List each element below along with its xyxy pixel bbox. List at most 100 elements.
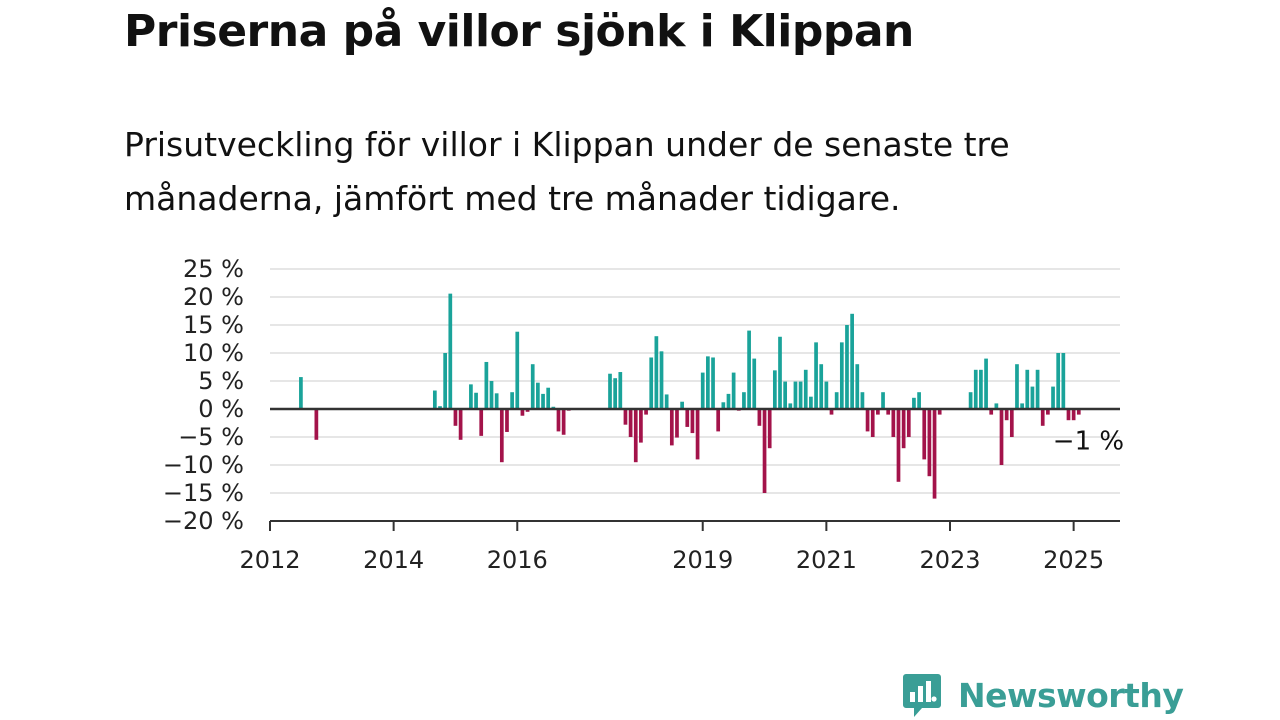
bar	[499, 409, 504, 463]
x-tick-label: 2021	[796, 546, 857, 574]
newsworthy-logo-icon	[903, 674, 941, 717]
bar	[669, 409, 674, 446]
bar	[1015, 364, 1019, 409]
bar	[824, 381, 829, 409]
bar	[644, 409, 648, 415]
bar	[968, 392, 973, 409]
bar	[530, 364, 535, 409]
y-tick-label: −15 %	[163, 479, 244, 507]
bar	[680, 401, 684, 409]
bar	[876, 409, 880, 415]
bar	[1061, 353, 1066, 409]
bar	[432, 390, 437, 409]
bar	[932, 409, 937, 499]
bar	[917, 392, 921, 409]
bar	[525, 409, 530, 412]
x-tick-label: 2012	[239, 546, 300, 574]
bar	[767, 409, 772, 449]
bar	[515, 331, 520, 409]
bar	[937, 409, 942, 415]
y-tick-label: −20 %	[163, 507, 244, 535]
bar	[778, 336, 782, 409]
bar	[747, 330, 751, 409]
bar	[731, 372, 736, 409]
x-tick-label: 2019	[672, 546, 733, 574]
bar	[901, 409, 906, 449]
bar	[891, 409, 896, 437]
y-tick-label: −5 %	[178, 423, 244, 451]
bar	[1071, 409, 1076, 421]
bar	[788, 403, 793, 409]
bar	[541, 393, 545, 409]
bar	[690, 409, 695, 434]
bar	[865, 409, 870, 432]
y-tick-label: 5 %	[198, 367, 244, 395]
bar	[448, 293, 453, 409]
bar	[896, 409, 901, 482]
bar	[793, 381, 798, 409]
bar	[314, 409, 319, 440]
chart-subtitle: Prisutveckling för villor i Klippan unde…	[124, 125, 1010, 218]
bar	[752, 358, 757, 409]
x-axis-labels: 2012 2014 2016 2019 2021 2023 2025	[239, 546, 1104, 574]
bar	[757, 409, 762, 426]
bar	[726, 393, 731, 409]
x-tick-label: 2025	[1043, 546, 1104, 574]
bar	[994, 403, 999, 409]
bar	[474, 392, 478, 409]
bar	[484, 361, 489, 409]
bar	[912, 397, 916, 409]
bar	[494, 393, 499, 409]
bar	[850, 313, 854, 409]
bar	[711, 357, 715, 409]
y-tick-label: 25 %	[183, 255, 244, 283]
bar	[556, 409, 561, 432]
bar	[618, 372, 623, 409]
bar	[886, 409, 891, 415]
bar	[834, 392, 839, 409]
bar	[675, 409, 679, 438]
y-tick-label: 15 %	[183, 311, 244, 339]
bar	[608, 373, 612, 409]
bars	[299, 293, 1081, 499]
gridlines	[270, 268, 1120, 494]
axes	[269, 407, 1120, 531]
bar	[1076, 409, 1081, 415]
bar	[659, 351, 664, 409]
bar	[1046, 409, 1050, 415]
bar	[1025, 369, 1030, 409]
bar	[561, 409, 566, 435]
bar	[489, 381, 494, 409]
bar	[721, 402, 726, 409]
bar	[469, 384, 473, 409]
bar	[798, 381, 803, 409]
bar	[1004, 409, 1009, 421]
newsworthy-logo-text: Newsworthy	[958, 675, 1184, 715]
bar	[1035, 369, 1040, 409]
bar	[1040, 409, 1045, 426]
bar	[505, 409, 509, 432]
y-tick-label: −10 %	[163, 451, 244, 479]
bar	[664, 394, 669, 409]
bar	[973, 369, 978, 409]
bar	[803, 369, 808, 409]
bar	[906, 409, 911, 437]
bar	[1051, 386, 1055, 409]
x-tick-label: 2014	[363, 546, 424, 574]
y-axis-labels: 25 %20 %15 %10 %5 %0 %−5 %−10 %−15 %−20 …	[163, 255, 244, 535]
bar	[479, 409, 484, 436]
bar	[510, 392, 514, 409]
bar	[520, 409, 525, 416]
bar	[628, 409, 633, 437]
bar	[654, 336, 659, 409]
bar	[855, 364, 860, 409]
bar	[438, 406, 442, 409]
bar	[762, 409, 767, 493]
x-tick-label: 2023	[919, 546, 980, 574]
y-tick-label: 0 %	[198, 395, 244, 423]
bar	[649, 357, 654, 409]
x-tick-label: 2016	[487, 546, 548, 574]
bar	[783, 381, 788, 409]
bar	[845, 325, 849, 409]
bar	[685, 409, 690, 427]
